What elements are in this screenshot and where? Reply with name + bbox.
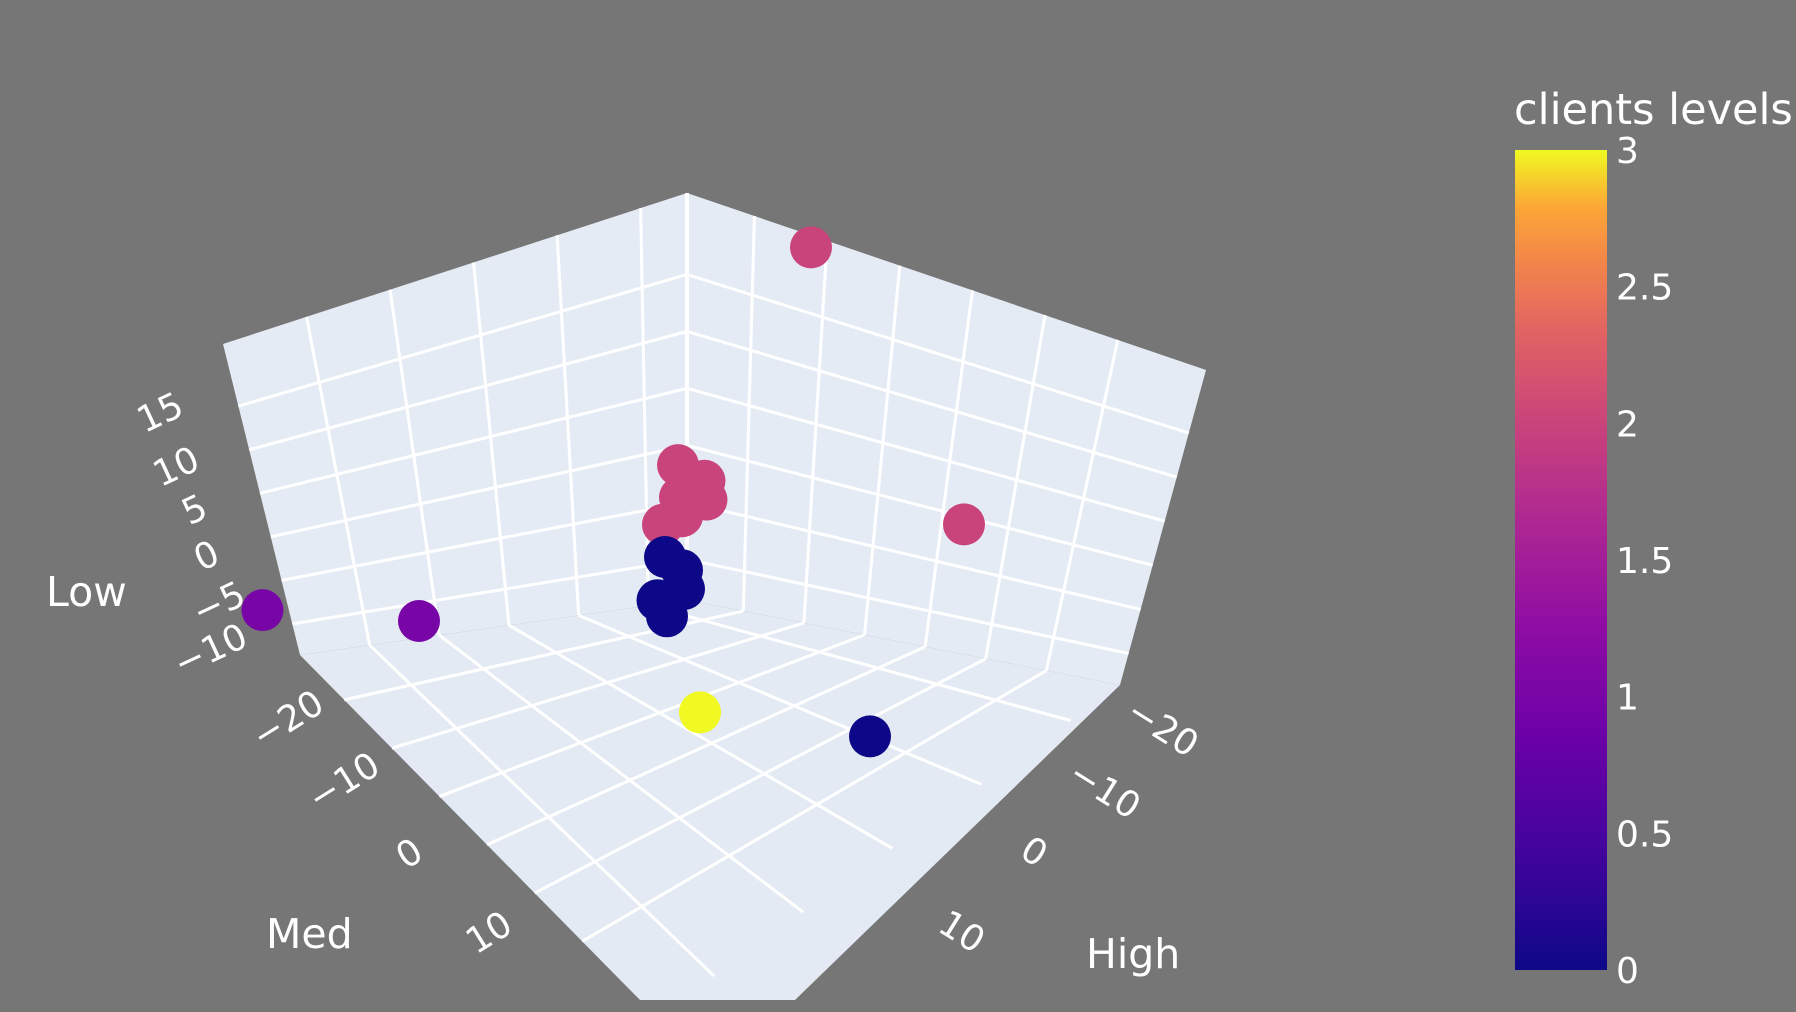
back-left-wall bbox=[223, 193, 687, 655]
data-point[interactable] bbox=[943, 503, 985, 546]
z-tick-label: 5 bbox=[176, 487, 214, 534]
grid-line bbox=[281, 500, 688, 582]
x-tick-label: −20 bbox=[245, 683, 331, 758]
grid-line bbox=[686, 557, 1129, 655]
grid-line bbox=[578, 614, 982, 786]
x-tick-label: 0 bbox=[389, 831, 430, 878]
z-axis-title: Low bbox=[46, 568, 127, 616]
z-tick-label: 10 bbox=[147, 439, 206, 496]
grid-line bbox=[508, 624, 894, 850]
data-point[interactable] bbox=[646, 595, 688, 638]
data-point[interactable] bbox=[241, 589, 284, 632]
z-tick-label: −5 bbox=[186, 574, 251, 634]
z-axis: −10 −5 0 5 10 15 Low bbox=[46, 385, 254, 685]
colorbar: clients levels 0 0.5 1 1.5 2 2.5 3 bbox=[1514, 85, 1793, 992]
grid-line bbox=[391, 621, 805, 750]
data-point[interactable] bbox=[790, 226, 832, 269]
colorbar-tick-label: 0 bbox=[1616, 951, 1639, 992]
y-tick-label: −20 bbox=[1119, 691, 1205, 766]
grid-line bbox=[438, 634, 805, 914]
data-point[interactable] bbox=[661, 495, 703, 538]
back-right-wall bbox=[687, 193, 1206, 685]
data-points bbox=[241, 226, 985, 758]
grid-line bbox=[686, 272, 1190, 435]
grid-line bbox=[438, 633, 866, 798]
floor-pane bbox=[300, 600, 1120, 1000]
grid-line bbox=[472, 262, 511, 626]
scene-3d[interactable] bbox=[223, 193, 1206, 1000]
y-axis-title: High bbox=[1086, 930, 1180, 978]
grid-line bbox=[639, 208, 650, 606]
grid-line bbox=[305, 316, 372, 646]
grid-line bbox=[368, 644, 716, 978]
colorbar-tick-label: 2.5 bbox=[1616, 268, 1673, 309]
grid-lines bbox=[237, 208, 1190, 978]
colorbar-title: clients levels bbox=[1514, 85, 1793, 135]
x-axis-title: Med bbox=[266, 910, 353, 958]
grid-line bbox=[984, 314, 1047, 659]
grid-line bbox=[863, 265, 902, 635]
grid-line bbox=[1044, 339, 1120, 671]
colorbar-tick-label: 2 bbox=[1616, 404, 1639, 445]
grid-line bbox=[248, 329, 688, 452]
colorbar-tick-label: 3 bbox=[1616, 131, 1639, 172]
x-tick-label: −10 bbox=[301, 745, 387, 820]
grid-line bbox=[259, 386, 688, 495]
grid-line bbox=[802, 240, 829, 624]
grid-line bbox=[486, 645, 926, 847]
grid-line bbox=[237, 272, 688, 408]
colorbar-tick-label: 1 bbox=[1616, 678, 1639, 719]
grid-line bbox=[686, 443, 1154, 567]
colorbar-tick-label: 1.5 bbox=[1616, 541, 1673, 582]
grid-line bbox=[555, 235, 581, 616]
z-tick-label: 0 bbox=[188, 533, 226, 580]
grid-line bbox=[581, 669, 1048, 943]
z-tick-label: 15 bbox=[131, 385, 190, 442]
y-tick-label: 10 bbox=[931, 903, 992, 962]
grid-line bbox=[647, 604, 1071, 722]
colorbar-gradient bbox=[1515, 150, 1607, 970]
grid-line bbox=[741, 215, 756, 612]
x-tick-label: 10 bbox=[459, 904, 520, 963]
data-point[interactable] bbox=[679, 691, 721, 734]
grid-line bbox=[292, 557, 688, 626]
grid-line bbox=[686, 329, 1178, 479]
grid-line bbox=[686, 500, 1141, 611]
grid-line bbox=[533, 657, 987, 895]
grid-line bbox=[270, 443, 688, 539]
grid-line bbox=[388, 289, 441, 636]
data-point[interactable] bbox=[398, 600, 440, 642]
grid-line bbox=[923, 290, 974, 647]
grid-line bbox=[686, 386, 1166, 523]
data-point[interactable] bbox=[849, 715, 891, 758]
colorbar-tick-label: 0.5 bbox=[1616, 814, 1673, 855]
y-tick-label: −10 bbox=[1061, 753, 1147, 828]
y-tick-label: 0 bbox=[1013, 829, 1054, 876]
